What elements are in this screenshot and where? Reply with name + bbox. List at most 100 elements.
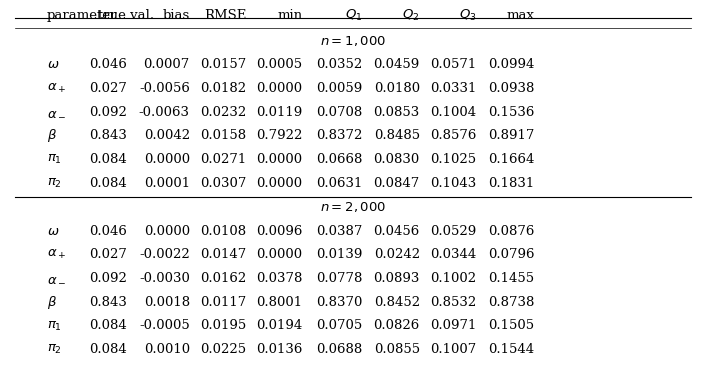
Text: 0.1007: 0.1007 [430, 343, 476, 356]
Text: 0.0853: 0.0853 [373, 106, 420, 118]
Text: 0.046: 0.046 [89, 224, 126, 238]
Text: 0.084: 0.084 [89, 319, 126, 332]
Text: 0.0000: 0.0000 [144, 224, 190, 238]
Text: 0.0876: 0.0876 [488, 224, 534, 238]
Text: -0.0056: -0.0056 [139, 82, 190, 95]
Text: 0.0195: 0.0195 [200, 319, 246, 332]
Text: 0.0139: 0.0139 [316, 248, 362, 261]
Text: 0.0157: 0.0157 [200, 58, 246, 71]
Text: 0.0162: 0.0162 [200, 272, 246, 285]
Text: 0.0688: 0.0688 [316, 343, 362, 356]
Text: 0.0136: 0.0136 [256, 343, 302, 356]
Text: 0.0938: 0.0938 [488, 82, 534, 95]
Text: $Q_3$: $Q_3$ [458, 8, 476, 23]
Text: 0.0778: 0.0778 [316, 272, 362, 285]
Text: 0.0242: 0.0242 [373, 248, 420, 261]
Text: 0.8532: 0.8532 [430, 296, 476, 309]
Text: 0.0456: 0.0456 [373, 224, 420, 238]
Text: 0.1544: 0.1544 [489, 343, 534, 356]
Text: 0.0108: 0.0108 [200, 224, 246, 238]
Text: RMSE: RMSE [204, 9, 246, 22]
Text: 0.0893: 0.0893 [373, 272, 420, 285]
Text: 0.0307: 0.0307 [200, 177, 246, 190]
Text: $\omega$: $\omega$ [47, 224, 59, 238]
Text: 0.0344: 0.0344 [430, 248, 476, 261]
Text: 0.8452: 0.8452 [373, 296, 420, 309]
Text: 0.0001: 0.0001 [144, 177, 190, 190]
Text: 0.0271: 0.0271 [200, 153, 246, 166]
Text: 0.027: 0.027 [89, 248, 126, 261]
Text: $n = 1,000$: $n = 1,000$ [320, 34, 386, 48]
Text: 0.0010: 0.0010 [144, 343, 190, 356]
Text: 0.0232: 0.0232 [200, 106, 246, 118]
Text: 0.084: 0.084 [89, 177, 126, 190]
Text: 0.092: 0.092 [89, 272, 126, 285]
Text: 0.8372: 0.8372 [316, 129, 362, 142]
Text: 0.0708: 0.0708 [316, 106, 362, 118]
Text: 0.0005: 0.0005 [256, 58, 302, 71]
Text: 0.7922: 0.7922 [256, 129, 302, 142]
Text: 0.0119: 0.0119 [256, 106, 302, 118]
Text: 0.0158: 0.0158 [200, 129, 246, 142]
Text: 0.1664: 0.1664 [488, 153, 534, 166]
Text: 0.8917: 0.8917 [488, 129, 534, 142]
Text: $Q_1$: $Q_1$ [345, 8, 362, 23]
Text: 0.0847: 0.0847 [373, 177, 420, 190]
Text: $\omega$: $\omega$ [47, 58, 59, 71]
Text: -0.0030: -0.0030 [139, 272, 190, 285]
Text: parameter: parameter [47, 9, 117, 22]
Text: 0.0096: 0.0096 [256, 224, 302, 238]
Text: true val.: true val. [99, 9, 155, 22]
Text: $\pi_2$: $\pi_2$ [47, 177, 62, 190]
Text: $\pi_2$: $\pi_2$ [47, 343, 62, 356]
Text: 0.0705: 0.0705 [316, 319, 362, 332]
Text: 0.0194: 0.0194 [256, 319, 302, 332]
Text: 0.0378: 0.0378 [256, 272, 302, 285]
Text: 0.1043: 0.1043 [430, 177, 476, 190]
Text: 0.843: 0.843 [89, 129, 126, 142]
Text: 0.0971: 0.0971 [430, 319, 476, 332]
Text: 0.1536: 0.1536 [488, 106, 534, 118]
Text: 0.0352: 0.0352 [316, 58, 362, 71]
Text: 0.1025: 0.1025 [430, 153, 476, 166]
Text: 0.0007: 0.0007 [143, 58, 190, 71]
Text: 0.8576: 0.8576 [430, 129, 476, 142]
Text: 0.092: 0.092 [89, 106, 126, 118]
Text: $\alpha_-$: $\alpha_-$ [47, 272, 66, 285]
Text: 0.0631: 0.0631 [316, 177, 362, 190]
Text: 0.1455: 0.1455 [489, 272, 534, 285]
Text: 0.0796: 0.0796 [488, 248, 534, 261]
Text: 0.0387: 0.0387 [316, 224, 362, 238]
Text: 0.8001: 0.8001 [256, 296, 302, 309]
Text: bias: bias [162, 9, 190, 22]
Text: $Q_2$: $Q_2$ [402, 8, 420, 23]
Text: 0.0018: 0.0018 [144, 296, 190, 309]
Text: $\alpha_-$: $\alpha_-$ [47, 106, 66, 118]
Text: 0.0826: 0.0826 [373, 319, 420, 332]
Text: 0.084: 0.084 [89, 343, 126, 356]
Text: 0.0994: 0.0994 [488, 58, 534, 71]
Text: 0.0182: 0.0182 [200, 82, 246, 95]
Text: -0.0005: -0.0005 [139, 319, 190, 332]
Text: 0.0180: 0.0180 [373, 82, 420, 95]
Text: 0.084: 0.084 [89, 153, 126, 166]
Text: 0.0117: 0.0117 [200, 296, 246, 309]
Text: 0.0225: 0.0225 [200, 343, 246, 356]
Text: 0.0830: 0.0830 [373, 153, 420, 166]
Text: 0.0000: 0.0000 [144, 153, 190, 166]
Text: 0.8370: 0.8370 [316, 296, 362, 309]
Text: $\alpha_+$: $\alpha_+$ [47, 248, 66, 261]
Text: 0.0668: 0.0668 [316, 153, 362, 166]
Text: 0.8738: 0.8738 [488, 296, 534, 309]
Text: 0.0331: 0.0331 [430, 82, 476, 95]
Text: $\pi_1$: $\pi_1$ [47, 153, 62, 166]
Text: 0.0059: 0.0059 [316, 82, 362, 95]
Text: 0.0000: 0.0000 [256, 248, 302, 261]
Text: 0.8485: 0.8485 [373, 129, 420, 142]
Text: 0.0459: 0.0459 [373, 58, 420, 71]
Text: 0.1505: 0.1505 [489, 319, 534, 332]
Text: $\pi_1$: $\pi_1$ [47, 319, 62, 333]
Text: 0.1004: 0.1004 [430, 106, 476, 118]
Text: 0.0000: 0.0000 [256, 153, 302, 166]
Text: 0.0571: 0.0571 [430, 58, 476, 71]
